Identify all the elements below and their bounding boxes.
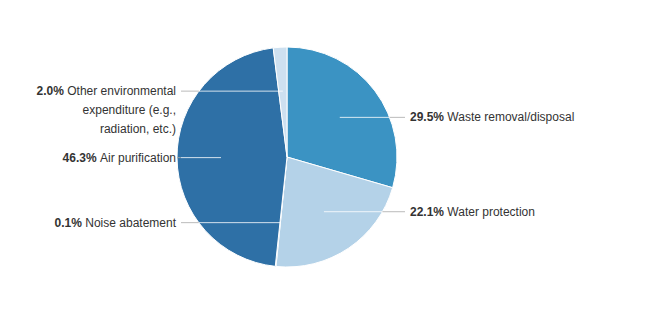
- leader-line: [390, 117, 405, 118]
- slice-value: 29.5%: [410, 110, 444, 124]
- slice-name: Waste removal/disposal: [444, 110, 574, 124]
- leader-line: [181, 222, 199, 223]
- pie-slice: [273, 47, 287, 157]
- slice-label: 29.5% Waste removal/disposal: [410, 110, 574, 124]
- slice-label: 46.3% Air purification: [63, 151, 176, 165]
- slice-label: 0.1% Noise abatement: [55, 216, 177, 230]
- slice-name: radiation, etc.): [100, 122, 176, 136]
- slice-name: expenditure (e.g.,: [83, 103, 176, 117]
- leader-line-inner: [181, 222, 280, 223]
- slice-label: 22.1% Water protection: [410, 205, 535, 219]
- pie-slice: [177, 48, 287, 267]
- leader-line-inner: [340, 117, 405, 118]
- slice-value: 2.0%: [37, 84, 65, 98]
- slice-name: Water protection: [444, 205, 535, 219]
- chart: 29.5% Waste removal/disposal 22.1% Water …: [0, 0, 668, 320]
- leader-line: [177, 157, 181, 158]
- leader-line-inner: [181, 157, 221, 158]
- slice-label: 2.0% Other environmental expenditure (e.g…: [37, 84, 176, 136]
- leader-line: [181, 91, 199, 92]
- slice-name: Other environmental: [64, 84, 176, 98]
- slice-name: Noise abatement: [82, 216, 177, 230]
- pie: [177, 47, 397, 267]
- slice-value: 0.1%: [55, 216, 83, 230]
- leader-line-inner: [324, 211, 405, 212]
- leader-line: [382, 211, 405, 212]
- slice-value: 46.3%: [63, 151, 97, 165]
- slice-value: 22.1%: [410, 205, 444, 219]
- leader-line-inner: [181, 91, 283, 92]
- slice-name: Air purification: [97, 151, 176, 165]
- labels: 29.5% Waste removal/disposal 22.1% Water …: [37, 84, 575, 230]
